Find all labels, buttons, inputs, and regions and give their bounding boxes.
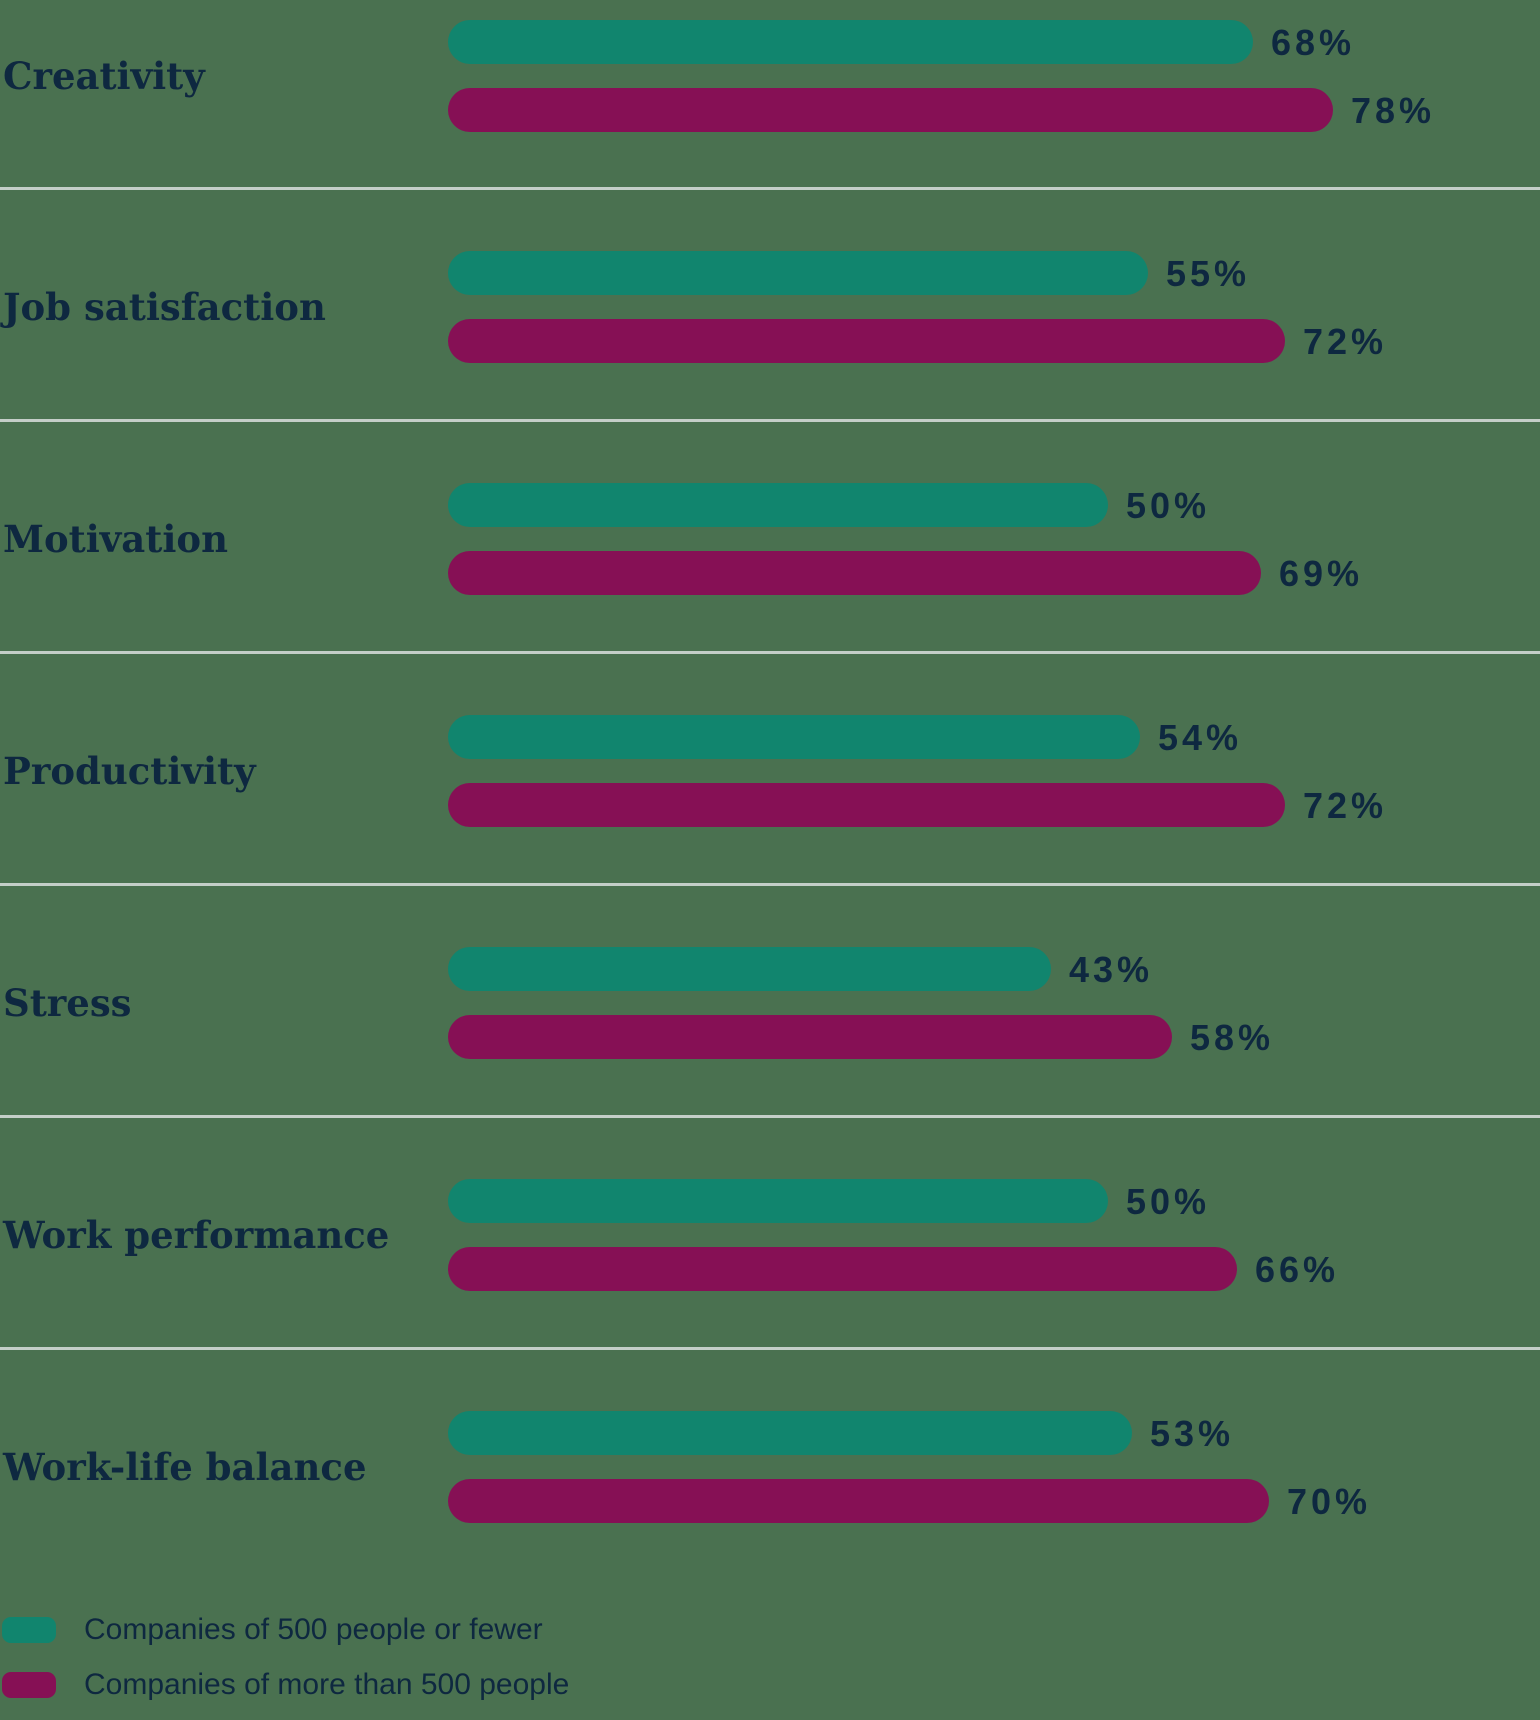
bar-small-companies [448, 1179, 1108, 1223]
category-label: Work-life balance [3, 1445, 367, 1489]
value-label-large: 66% [1255, 1249, 1340, 1290]
value-label-large: 78% [1351, 90, 1436, 131]
legend-swatch-magenta [2, 1672, 56, 1698]
bar-large-companies [448, 551, 1261, 595]
legend-label: Companies of 500 people or fewer [84, 1613, 543, 1646]
chart-row-work-performance: Work performance 50% 66% [0, 1118, 1540, 1350]
category-label: Motivation [3, 517, 228, 561]
legend-swatch-teal [2, 1617, 56, 1643]
category-label: Creativity [3, 54, 205, 98]
legend-item-small-companies: Companies of 500 people or fewer [2, 1613, 543, 1647]
chart-row-creativity: Creativity 68% 78% [0, 0, 1540, 190]
category-label: Work performance [3, 1213, 390, 1257]
bar-large-companies [448, 783, 1285, 827]
bar-small-companies [448, 483, 1108, 527]
value-label-large: 72% [1303, 785, 1388, 826]
bar-large-companies [448, 1015, 1172, 1059]
chart-legend: Companies of 500 people or fewer Compani… [0, 1582, 1540, 1720]
value-label-small: 54% [1158, 717, 1243, 758]
chart-row-productivity: Productivity 54% 72% [0, 654, 1540, 886]
value-label-small: 50% [1126, 485, 1211, 526]
bar-large-companies [448, 1247, 1237, 1291]
bar-small-companies [448, 20, 1253, 64]
category-label: Job satisfaction [3, 285, 326, 329]
bar-small-companies [448, 1411, 1132, 1455]
value-label-large: 72% [1303, 321, 1388, 362]
bar-small-companies [448, 715, 1140, 759]
legend-item-large-companies: Companies of more than 500 people [2, 1668, 569, 1702]
value-label-small: 43% [1069, 949, 1154, 990]
value-label-small: 50% [1126, 1181, 1211, 1222]
bar-small-companies [448, 251, 1148, 295]
chart-row-motivation: Motivation 50% 69% [0, 422, 1540, 654]
bar-small-companies [448, 947, 1051, 991]
value-label-large: 70% [1287, 1481, 1372, 1522]
chart-row-stress: Stress 43% 58% [0, 886, 1540, 1118]
value-label-small: 68% [1271, 22, 1356, 63]
chart-row-work-life-balance: Work-life balance 53% 70% [0, 1350, 1540, 1582]
value-label-large: 58% [1190, 1017, 1275, 1058]
category-label: Productivity [3, 749, 256, 793]
legend-label: Companies of more than 500 people [84, 1668, 570, 1701]
chart-row-job-satisfaction: Job satisfaction 55% 72% [0, 190, 1540, 422]
value-label-small: 55% [1166, 253, 1251, 294]
value-label-large: 69% [1279, 553, 1364, 594]
category-label: Stress [3, 981, 132, 1025]
bar-large-companies [448, 1479, 1269, 1523]
bar-large-companies [448, 319, 1285, 363]
bar-large-companies [448, 88, 1333, 132]
value-label-small: 53% [1150, 1413, 1235, 1454]
